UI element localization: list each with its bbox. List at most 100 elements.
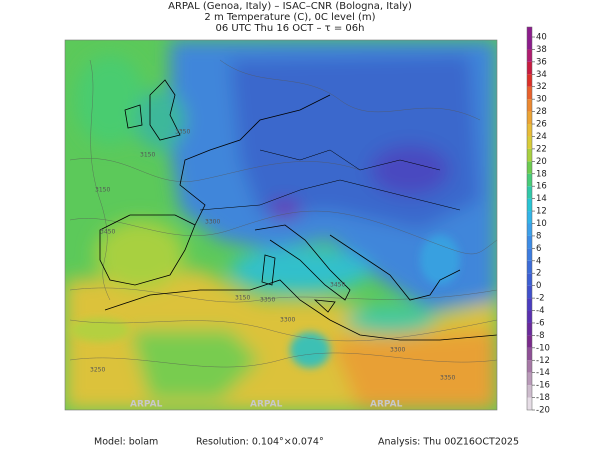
footer-resolution: Resolution: 0.104°×0.074° xyxy=(196,437,324,448)
colorbar-segment xyxy=(527,223,532,236)
map-frame xyxy=(64,39,498,411)
colorbar-label: 6 xyxy=(536,244,541,254)
temperature-field xyxy=(65,40,497,410)
contour-label: 3150 xyxy=(235,295,250,302)
colorbar-label: 14 xyxy=(536,194,547,204)
contour-label: 3350 xyxy=(440,375,455,382)
colorbar-segment xyxy=(527,322,532,336)
colorbar-segment xyxy=(527,148,532,162)
coast-balkans xyxy=(329,234,461,301)
colorbar-label: 20 xyxy=(536,157,547,167)
field-warm xyxy=(130,330,260,400)
colorbar-segment xyxy=(527,335,532,348)
colorbar-segment xyxy=(527,99,532,112)
colorbar-segment xyxy=(527,37,532,50)
colorbar-label: -8 xyxy=(536,331,544,341)
field-britain xyxy=(135,90,185,150)
field-iberia xyxy=(95,220,185,290)
header-line: 06 UTC Thu 16 OCT – τ = 06h xyxy=(216,23,365,34)
field-spot xyxy=(420,235,460,285)
colorbar-segment xyxy=(527,161,532,174)
colorbar-label: 22 xyxy=(536,144,547,154)
colorbar-label: -16 xyxy=(536,381,550,391)
contour-label: 3350 xyxy=(175,129,190,136)
coast-africa xyxy=(104,279,497,341)
contour-label: 3450 xyxy=(330,282,345,289)
coast-sardinia xyxy=(261,254,276,286)
colorbar-label: 2 xyxy=(536,269,541,279)
colorbar-segment xyxy=(527,211,532,224)
contour-line xyxy=(69,319,497,342)
footer-analysis: Analysis: Thu 00Z16OCT2025 xyxy=(378,437,519,448)
colorbar-label: 4 xyxy=(536,256,541,266)
colorbar-label: -10 xyxy=(536,343,550,353)
coast-ireland xyxy=(124,104,143,129)
colorbar-label: 12 xyxy=(536,207,547,217)
colorbar-segment xyxy=(527,74,532,87)
colorbar-segment xyxy=(527,273,532,286)
field-sea xyxy=(230,248,370,292)
colorbar-label: 36 xyxy=(536,57,547,67)
header-line: ARPAL (Genoa, Italy) – ISAC–CNR (Bologna… xyxy=(168,1,412,12)
colorbar-label: -12 xyxy=(536,356,550,366)
colorbar-segment xyxy=(527,248,532,261)
colorbar-segment xyxy=(527,235,532,249)
colorbar-top xyxy=(527,27,532,37)
colorbar-label: 30 xyxy=(536,95,547,105)
coast-italy xyxy=(254,224,351,301)
contour-line xyxy=(69,287,497,303)
colorbar-label: -14 xyxy=(536,368,550,378)
colorbar-label: 0 xyxy=(536,281,541,291)
contour-label: 3300 xyxy=(390,347,405,354)
colorbar-label: 28 xyxy=(536,107,547,117)
field-cold-core xyxy=(370,145,450,195)
colorbar-frame xyxy=(526,26,533,411)
field-detail xyxy=(70,235,460,368)
field-hot xyxy=(330,330,497,410)
field-spot xyxy=(70,318,130,342)
colorbar-label: 18 xyxy=(536,169,547,179)
colorbar-label: -2 xyxy=(536,294,544,304)
field-spot xyxy=(290,332,330,368)
borders xyxy=(259,149,441,171)
colorbar-label: -20 xyxy=(536,406,550,416)
colorbar-segment xyxy=(527,198,532,212)
field-colder xyxy=(230,55,480,230)
colorbar-segment xyxy=(527,397,532,410)
colorbar-segment xyxy=(527,124,532,137)
colorbar-segment xyxy=(527,298,532,311)
colorbar-segment xyxy=(527,372,532,386)
watermark: ARPAL xyxy=(370,400,403,410)
contour-line xyxy=(89,59,111,301)
header-line: 2 m Temperature (C), 0C level (m) xyxy=(204,12,375,23)
contour-line xyxy=(69,210,497,255)
colorbar-segment xyxy=(527,360,532,373)
coast-sicily xyxy=(313,299,336,313)
footer-model: Model: bolam xyxy=(94,437,158,448)
watermark: ARPAL xyxy=(130,400,163,410)
colorbar-segment xyxy=(527,136,532,149)
colorbar-label: 38 xyxy=(536,45,547,55)
colorbar-label: 40 xyxy=(536,33,547,43)
colorbar-segment xyxy=(527,111,532,125)
colorbar-segment xyxy=(527,49,532,62)
colorbar-label: 10 xyxy=(536,219,547,229)
colorbar-segment xyxy=(527,260,532,274)
contour-label: 3150 xyxy=(95,187,110,194)
colorbar-segment xyxy=(527,173,532,187)
borders xyxy=(199,179,461,211)
contour-line xyxy=(219,59,481,121)
contour-label: 3250 xyxy=(90,367,105,374)
colorbar-label: 24 xyxy=(536,132,547,142)
colorbar-label: -18 xyxy=(536,393,550,403)
coastlines xyxy=(99,79,497,341)
contour-label: 3450 xyxy=(100,229,115,236)
colorbar-label: 16 xyxy=(536,182,547,192)
contours xyxy=(69,59,497,368)
colorbar-label: 32 xyxy=(536,82,547,92)
field-atlantic xyxy=(75,55,145,145)
coast-iberia xyxy=(99,214,196,286)
contour-line xyxy=(69,158,361,182)
